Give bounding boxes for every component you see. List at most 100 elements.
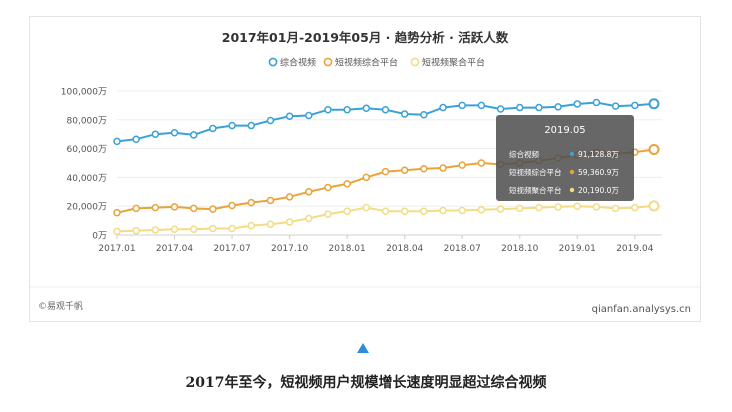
series-0-point-11 (324, 105, 332, 114)
legend-label-2: 短视频聚合平台 (422, 57, 485, 69)
series-2-point-2 (151, 226, 160, 234)
series-1-point-19 (477, 159, 486, 167)
series-0-point-26 (611, 102, 620, 110)
series-1-point-6 (228, 201, 236, 210)
series-2-point-12 (343, 207, 351, 215)
series-1-point-12 (343, 180, 351, 188)
series-0-point-19 (477, 101, 486, 110)
y-axis: 0万 20,000万 40,000万 60,000万 80,000万 100,000万 (61, 88, 107, 242)
series-0-point-23 (554, 103, 562, 111)
series-0-point-28 (648, 98, 660, 110)
y-tick-label-1: 20,000万 (67, 203, 108, 213)
tooltip-title: 2019.05 (544, 125, 585, 136)
y-tick-label-4: 80,000万 (67, 116, 108, 126)
tooltip-row-value-0: 91,128.8万 (578, 150, 619, 159)
tooltip-row-dot-0 (569, 151, 575, 157)
tooltip-row-label-1: 短视频综合平台 (509, 167, 562, 177)
series-1-point-11 (324, 183, 332, 192)
series-0-point-8 (266, 116, 275, 125)
series-2-point-20 (496, 205, 505, 213)
series-0-point-6 (228, 121, 236, 130)
series-2-point-3 (170, 225, 179, 233)
tooltip-row-value-1: 59,360.9万 (578, 168, 619, 177)
series-2-point-6 (228, 224, 236, 233)
series-2-point-23 (554, 203, 562, 211)
x-tick-label-6: 2018.07 (444, 244, 481, 254)
series-1-point-3 (170, 203, 179, 211)
x-tick-label-3: 2017.10 (271, 244, 308, 254)
chart-card: 2017年01月-2019年05月 · 趋势分析 · 活跃人数 综合视频短视频综… (29, 16, 701, 322)
series-2-point-5 (209, 224, 217, 233)
series-1-point-8 (266, 196, 275, 205)
series-0-point-5 (209, 124, 217, 133)
series-0-point-15 (400, 110, 409, 118)
x-tick-label-4: 2018.01 (329, 244, 366, 254)
series-1-point-15 (400, 166, 409, 174)
x-axis: 2017.01 2017.04 2017.07 2017.10 2018.01 2018.… (98, 235, 654, 254)
series-1-point-28 (648, 144, 660, 156)
series-1-point-0 (113, 208, 121, 217)
tooltip-box (496, 115, 634, 201)
series-2-point-17 (439, 206, 447, 215)
y-tick-label-2: 40,000万 (67, 174, 108, 184)
series-1-point-7 (247, 198, 255, 207)
series-1-point-9 (285, 193, 294, 201)
series-2-point-26 (611, 204, 620, 213)
tooltip-row-label-0: 综合视频 (509, 149, 539, 159)
series-0-point-22 (535, 103, 543, 112)
series-1-point-18 (458, 161, 466, 169)
series-2-point-21 (516, 204, 524, 213)
series-2-point-16 (420, 207, 428, 215)
series-0-point-3 (170, 129, 179, 137)
series-0-point-12 (343, 105, 351, 114)
series-2-point-8 (266, 220, 275, 228)
series-2-point-4 (189, 225, 198, 233)
caption-marker-icon (357, 343, 369, 353)
grid-lines (117, 90, 662, 236)
series-2-point-22 (535, 203, 543, 212)
legend-marker-1 (323, 57, 333, 67)
figure-caption: 2017年至今，短视频用户规模增长速度明显超过综合视频 (185, 375, 547, 391)
series-2-point-25 (592, 203, 601, 211)
series-0-point-1 (132, 135, 140, 143)
series-2-point-19 (477, 206, 486, 214)
series-1-point-17 (439, 164, 447, 172)
series-0-point-4 (189, 131, 198, 139)
series-0-point-20 (496, 105, 505, 113)
series-2-point-9 (285, 218, 294, 226)
y-tick-label-3: 60,000万 (67, 145, 108, 155)
x-tick-label-8: 2019.01 (559, 244, 596, 254)
x-tick-label-5: 2018.04 (386, 244, 423, 254)
series-2-point-18 (458, 206, 466, 215)
series-1-point-16 (420, 165, 428, 173)
series-2-point-0 (113, 227, 121, 236)
series-2-point-10 (305, 214, 313, 223)
legend-marker-2 (410, 57, 420, 67)
source-right: qianfan.analysys.cn (592, 304, 691, 315)
source-left: ©易观千帆 (38, 300, 83, 312)
series-2-point-24 (573, 202, 582, 210)
x-tick-label-7: 2018.10 (501, 244, 538, 254)
tooltip-row-label-2: 短视频聚合平台 (509, 185, 562, 195)
x-tick-label-0: 2017.01 (98, 244, 135, 254)
series-0-point-9 (285, 112, 294, 120)
series-2-point-11 (324, 210, 332, 218)
x-tick-label-1: 2017.04 (156, 244, 193, 254)
y-tick-label-0: 0万 (92, 232, 107, 242)
legend-marker-0 (268, 57, 278, 67)
series-0-point-14 (381, 105, 390, 114)
series-0-point-2 (151, 130, 160, 138)
series-0-point-25 (592, 98, 601, 107)
series-2-point-1 (132, 226, 140, 235)
legend-label-1: 短视频综合平台 (335, 57, 398, 69)
series-0-point-17 (439, 103, 447, 112)
series-0-point-16 (420, 111, 428, 119)
chart-title: 2017年01月-2019年05月 · 趋势分析 · 活跃人数 (222, 30, 509, 45)
x-tick-label-9: 2019.04 (616, 244, 653, 254)
series-2-point-15 (400, 207, 409, 215)
series-1-point-13 (362, 173, 371, 182)
series-1-point-4 (189, 204, 198, 213)
series-0-point-21 (516, 103, 524, 112)
series-1-point-14 (381, 167, 390, 176)
